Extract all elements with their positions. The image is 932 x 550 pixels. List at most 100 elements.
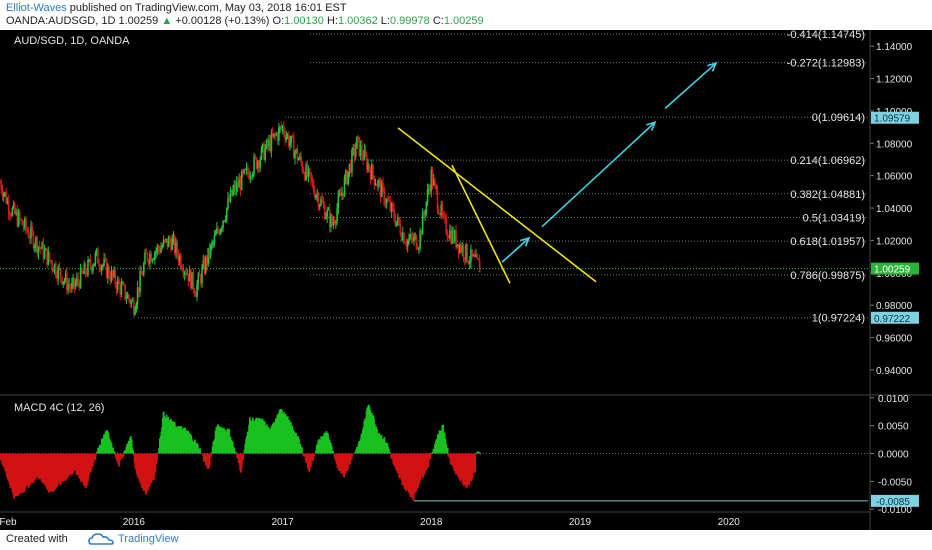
candle-body — [26, 229, 29, 232]
candle-body — [451, 230, 454, 244]
price-badge-label-0: 1.09579 — [874, 114, 911, 125]
candle-body — [429, 189, 431, 192]
candle-body — [323, 204, 326, 219]
trendline-upper — [397, 127, 597, 283]
candle-body — [377, 181, 379, 187]
candle-body — [378, 180, 381, 182]
candle-body — [336, 208, 338, 222]
macd-bar — [350, 453, 353, 460]
candle-body — [276, 133, 279, 141]
candle-body — [19, 211, 21, 219]
candle-body — [56, 275, 58, 280]
candle-body — [418, 248, 420, 250]
candle-body — [362, 155, 364, 161]
candle-body — [252, 173, 254, 178]
candle-body — [197, 273, 200, 285]
candle-body — [62, 281, 65, 285]
low-value: 0.99978 — [389, 15, 430, 27]
macd-bar — [155, 453, 158, 462]
macd-bar — [431, 453, 433, 455]
candle-body — [150, 253, 152, 262]
candle-body — [202, 260, 205, 268]
candle-body — [447, 236, 450, 239]
candle-body — [230, 190, 233, 196]
candle-body — [88, 259, 91, 261]
price-change: +0.00128 (+0.13%) — [175, 15, 270, 27]
candle-body — [408, 238, 410, 241]
candle-body — [452, 230, 455, 242]
candle-body — [290, 135, 293, 143]
candle-body — [41, 242, 43, 250]
macd-bar — [351, 453, 354, 456]
candle-body — [337, 195, 340, 209]
candle-body — [473, 254, 476, 258]
arrow-long-shaft — [664, 62, 717, 110]
candle-body — [201, 267, 203, 284]
candle-body — [327, 209, 330, 211]
candle-body — [136, 287, 139, 304]
macd-bar — [330, 445, 333, 454]
candle-body — [38, 246, 41, 248]
macd-bar — [388, 451, 391, 454]
candle-body — [428, 189, 430, 191]
candle-body — [176, 242, 179, 255]
macd-bar — [312, 453, 314, 461]
candle-body — [426, 189, 429, 202]
candle-body — [166, 238, 169, 248]
macd-bar — [130, 439, 133, 454]
candle-body — [370, 164, 373, 180]
macd-bar — [429, 453, 432, 459]
candle-body — [213, 235, 216, 243]
candle-body — [107, 266, 109, 278]
candle-body — [0, 182, 3, 191]
macd-bar — [199, 448, 201, 454]
candle-body — [15, 210, 17, 214]
candle-body — [375, 184, 378, 187]
candle-body — [349, 163, 352, 173]
candle-body — [116, 279, 119, 290]
fib-label-2: 0(1.09614) — [812, 112, 865, 124]
candle-body — [248, 172, 250, 179]
author-link[interactable]: Elliot-Waves — [6, 2, 67, 14]
candle-body — [309, 168, 311, 173]
candle-body — [310, 172, 312, 180]
macd-bar — [210, 453, 213, 456]
macd-pane-title: MACD 4C (12, 26) — [14, 402, 104, 414]
tradingview-link[interactable]: TradingView — [118, 533, 179, 545]
price-badge-bg-1 — [871, 262, 919, 275]
candle-body — [289, 142, 291, 146]
candle-body — [425, 201, 428, 215]
fib-label-8: 1(0.97224) — [812, 313, 865, 325]
candle-body — [383, 187, 385, 204]
chart-area[interactable]: AUD/SGD, 1D, OANDA 0.94000 0.96000 0.98000… — [0, 29, 932, 530]
candle-body — [40, 247, 42, 250]
candle-body — [135, 303, 138, 310]
candle-body — [403, 232, 405, 244]
candle-body — [477, 258, 480, 261]
candle-body — [424, 214, 426, 216]
candle-body — [72, 277, 74, 284]
candle-body — [333, 221, 336, 224]
candle-body — [212, 242, 214, 244]
chart-canvas[interactable]: AUD/SGD, 1D, OANDA 0.94000 0.96000 0.98000… — [0, 29, 932, 530]
candle-body — [388, 200, 390, 202]
candle-body — [17, 211, 20, 226]
candle-body — [405, 244, 408, 247]
candle-body — [50, 259, 52, 262]
candle-body — [404, 243, 407, 245]
candle-body — [321, 199, 324, 203]
candle-body — [157, 245, 160, 250]
candle-body — [434, 180, 436, 185]
candle-body — [313, 190, 316, 198]
candle-body — [294, 151, 296, 159]
candle-body — [37, 246, 40, 254]
candle-body — [118, 279, 120, 284]
candle-body — [281, 125, 284, 129]
macd-tick-label-0: 0.0100 — [878, 394, 909, 405]
candle-body — [470, 249, 472, 263]
candle-body — [191, 272, 193, 289]
candle-body — [467, 261, 470, 264]
candle-body — [97, 248, 99, 264]
candle-body — [341, 192, 343, 196]
candle-body — [125, 298, 128, 300]
